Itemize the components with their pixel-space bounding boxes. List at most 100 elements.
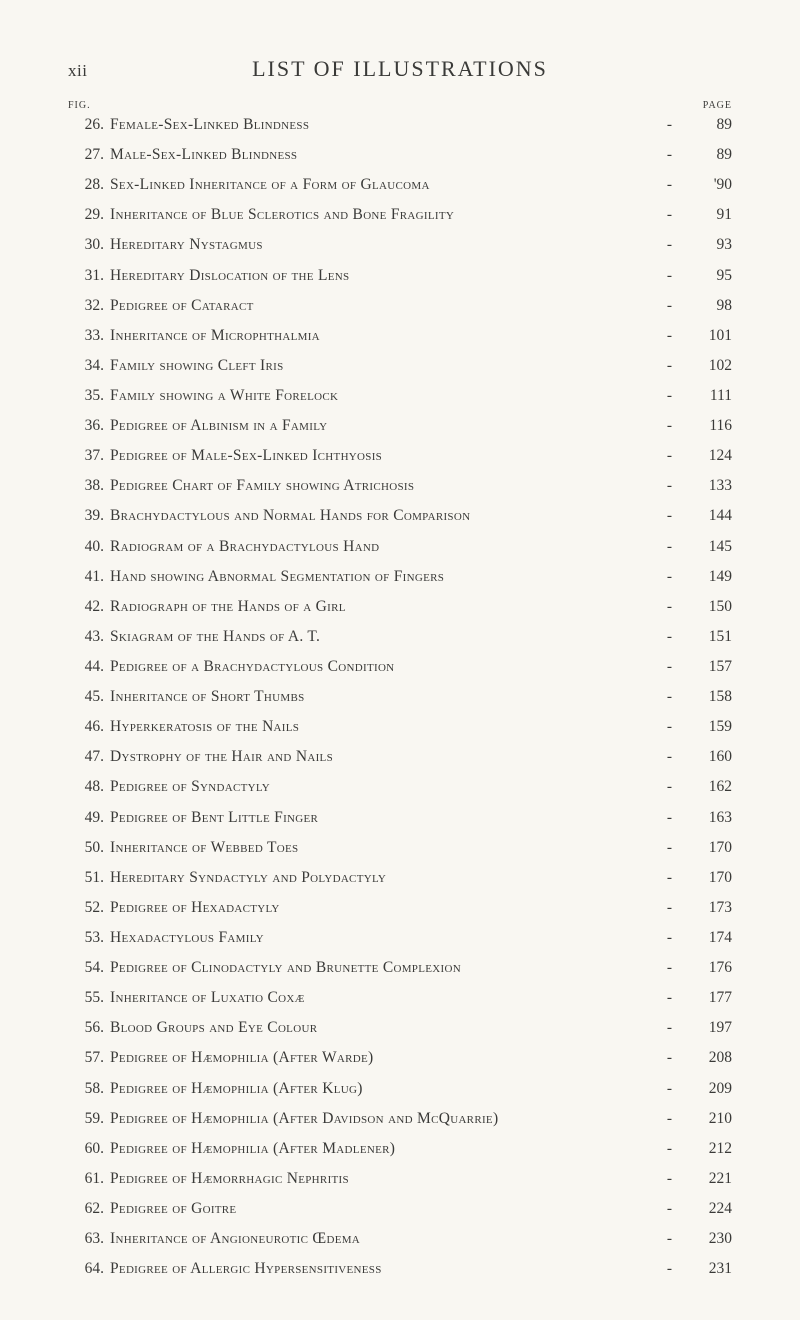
leader-dash: - (659, 597, 680, 618)
entry-number: 45. (68, 687, 110, 708)
list-entry: 55.Inheritance of Luxatio Coxæ-177 (68, 988, 732, 1009)
entry-title: Pedigree of Allergic Hypersensitiveness (110, 1259, 382, 1280)
leader-dash: - (659, 838, 680, 859)
entry-page: 163 (680, 808, 732, 829)
entry-number: 29. (68, 205, 110, 226)
list-entry: 42.Radiograph of the Hands of a Girl-150 (68, 597, 732, 618)
entry-title: Dystrophy of the Hair and Nails (110, 747, 333, 768)
list-entry: 33.Inheritance of Microphthalmia-101 (68, 326, 732, 347)
entry-page: 210 (680, 1109, 732, 1130)
leader-dash: - (659, 687, 680, 708)
list-entry: 61.Pedigree of Hæmorrhagic Nephritis-221 (68, 1169, 732, 1190)
leader-dash: - (659, 1169, 680, 1190)
entry-page: 209 (680, 1079, 732, 1100)
entry-number: 58. (68, 1079, 110, 1100)
entry-page: 150 (680, 597, 732, 618)
entry-number: 51. (68, 868, 110, 889)
leader-dash: - (659, 145, 680, 166)
entry-title: Inheritance of Webbed Toes (110, 838, 298, 859)
list-entry: 43.Skiagram of the Hands of A. T.-151 (68, 627, 732, 648)
entry-number: 34. (68, 356, 110, 377)
leader-dash: - (659, 627, 680, 648)
leader-dash: - (659, 808, 680, 829)
list-entry: 41.Hand showing Abnormal Segmentation of… (68, 567, 732, 588)
entry-number: 30. (68, 235, 110, 256)
entry-title: Hand showing Abnormal Segmentation of Fi… (110, 567, 444, 588)
column-spacer (104, 100, 692, 111)
entry-title: Pedigree of Hæmophilia (After Warde) (110, 1048, 373, 1069)
entry-title: Pedigree of Hexadactyly (110, 898, 280, 919)
entry-number: 41. (68, 567, 110, 588)
leader-dash: - (659, 747, 680, 768)
entry-title: Female-Sex-Linked Blindness (110, 115, 309, 136)
entry-page: 95 (680, 266, 732, 287)
list-entry: 63.Inheritance of Angioneurotic Œdema-23… (68, 1229, 732, 1250)
entry-page: 176 (680, 958, 732, 979)
entry-page: 144 (680, 506, 732, 527)
entry-number: 26. (68, 115, 110, 136)
roman-page-number: xii (68, 61, 106, 81)
entry-title: Family showing a White Forelock (110, 386, 338, 407)
entry-page: 158 (680, 687, 732, 708)
entry-page: 124 (680, 446, 732, 467)
entry-page: 159 (680, 717, 732, 738)
list-entry: 54.Pedigree of Clinodactyly and Brunette… (68, 958, 732, 979)
leader-dash: - (659, 1018, 680, 1039)
entry-number: 48. (68, 777, 110, 798)
entry-title: Family showing Cleft Iris (110, 356, 284, 377)
entry-number: 50. (68, 838, 110, 859)
list-entry: 37.Pedigree of Male-Sex-Linked Ichthyosi… (68, 446, 732, 467)
entry-page: 212 (680, 1139, 732, 1160)
entry-number: 36. (68, 416, 110, 437)
entry-page: 151 (680, 627, 732, 648)
entry-number: 56. (68, 1018, 110, 1039)
leader-dash: - (659, 988, 680, 1009)
entry-title: Pedigree of Bent Little Finger (110, 808, 318, 829)
leader-dash: - (659, 1229, 680, 1250)
leader-dash: - (659, 416, 680, 437)
entry-number: 49. (68, 808, 110, 829)
entry-number: 31. (68, 266, 110, 287)
entry-page: 197 (680, 1018, 732, 1039)
entry-page: 231 (680, 1259, 732, 1280)
entry-number: 33. (68, 326, 110, 347)
entry-number: 55. (68, 988, 110, 1009)
leader-dash: - (659, 1048, 680, 1069)
entry-title: Pedigree of Clinodactyly and Brunette Co… (110, 958, 461, 979)
entry-title: Inheritance of Short Thumbs (110, 687, 305, 708)
list-entry: 49.Pedigree of Bent Little Finger -163 (68, 808, 732, 829)
entry-page: 111 (680, 386, 732, 407)
entry-page: 230 (680, 1229, 732, 1250)
list-entry: 64.Pedigree of Allergic Hypersensitivene… (68, 1259, 732, 1280)
entry-page: 93 (680, 235, 732, 256)
leader-dash: - (659, 1199, 680, 1220)
entry-number: 44. (68, 657, 110, 678)
list-entry: 51.Hereditary Syndactyly and Polydactyly… (68, 868, 732, 889)
entry-number: 54. (68, 958, 110, 979)
list-entry: 31.Hereditary Dislocation of the Lens-95 (68, 266, 732, 287)
list-entry: 48.Pedigree of Syndactyly-162 (68, 777, 732, 798)
entry-title: Pedigree of Male-Sex-Linked Ichthyosis (110, 446, 382, 467)
column-labels: FIG. PAGE (68, 100, 732, 111)
entry-number: 37. (68, 446, 110, 467)
entries-list: 26.Female-Sex-Linked Blindness-8927.Male… (68, 115, 732, 1280)
entry-number: 62. (68, 1199, 110, 1220)
entry-page: 149 (680, 567, 732, 588)
entry-title: Radiograph of the Hands of a Girl (110, 597, 346, 618)
entry-title: Pedigree of Hæmorrhagic Nephritis (110, 1169, 349, 1190)
entry-number: 35. (68, 386, 110, 407)
leader-dash: - (659, 1259, 680, 1280)
entry-title: Pedigree of Albinism in a Family (110, 416, 327, 437)
entry-title: Brachydactylous and Normal Hands for Com… (110, 506, 470, 527)
entry-title: Pedigree of Hæmophilia (After Davidson a… (110, 1109, 498, 1130)
list-entry: 38.Pedigree Chart of Family showing Atri… (68, 476, 732, 497)
entry-title: Blood Groups and Eye Colour (110, 1018, 317, 1039)
entry-number: 52. (68, 898, 110, 919)
leader-dash: - (659, 446, 680, 467)
entry-page: 102 (680, 356, 732, 377)
list-entry: 50.Inheritance of Webbed Toes-170 (68, 838, 732, 859)
list-entry: 56.Blood Groups and Eye Colour -197 (68, 1018, 732, 1039)
entry-page: 208 (680, 1048, 732, 1069)
page-title: LIST OF ILLUSTRATIONS (106, 56, 732, 82)
entry-number: 39. (68, 506, 110, 527)
